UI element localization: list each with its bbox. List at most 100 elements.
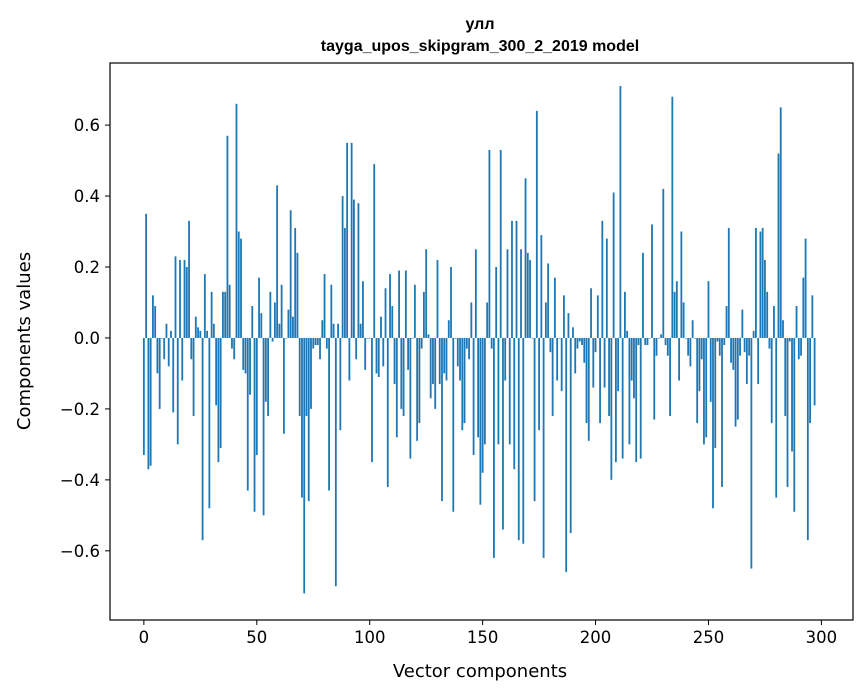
bar-260 [730,337,732,363]
x-tick-label: 0 [139,628,150,647]
bar-287 [791,337,793,452]
bar-14 [174,256,177,338]
bar-282 [779,107,782,338]
bar-59 [276,185,279,338]
bar-120 [413,284,416,338]
bar-241 [687,337,690,356]
bar-213 [624,291,626,338]
bar-68 [296,252,299,338]
bar-273 [759,231,762,338]
bar-24 [197,327,199,338]
y-tick-label: 0.2 [74,258,100,277]
bar-192 [576,337,579,349]
bar-43 [240,238,242,338]
bar-62 [282,337,285,434]
bar-102 [373,164,376,338]
bar-291 [800,337,802,356]
bar-158 [499,149,502,338]
x-tick-label: 150 [467,628,499,647]
bar-268 [748,337,751,356]
bar-138 [454,337,457,339]
bar-186 [563,295,565,338]
bar-106 [382,337,385,367]
bar-114 [400,337,403,409]
bar-247 [700,337,703,360]
bar-264 [739,337,741,356]
bars-group [142,86,816,594]
bar-105 [380,316,382,338]
bar-256 [721,337,723,487]
bar-207 [610,337,613,480]
bar-234 [671,96,674,338]
bar-11 [167,337,170,367]
bar-161 [506,249,509,338]
bar-97 [362,281,364,338]
bar-244 [694,337,696,339]
bar-274 [761,227,764,338]
bar-252 [712,337,714,509]
bar-149 [479,337,482,505]
x-tick-label: 50 [246,628,267,647]
bar-26 [201,337,204,541]
bar-175 [538,337,540,431]
bar-209 [614,337,617,463]
bar-245 [696,337,699,424]
bar-6 [156,337,159,374]
bar-188 [567,313,570,338]
bar-222 [644,337,647,346]
bar-218 [635,337,638,463]
bar-259 [727,227,730,338]
bar-53 [262,337,265,516]
bar-142 [463,337,466,424]
bar-236 [675,281,678,338]
bar-28 [206,330,209,338]
bar-216 [630,337,633,381]
bar-191 [574,337,577,374]
bar-275 [764,259,766,338]
bar-295 [809,337,811,424]
bar-131 [438,337,441,385]
bar-99 [366,337,369,339]
bar-124 [423,291,425,338]
bar-10 [165,323,168,338]
bar-132 [441,337,443,502]
bar-117 [407,337,410,370]
bar-101 [371,337,373,463]
bar-54 [264,337,267,402]
bar-29 [208,337,211,509]
bar-46 [246,337,249,491]
x-axis-ticks: 0 50 100 150 200 250 300 [139,620,837,647]
bar-238 [680,231,683,338]
bar-32 [215,337,218,406]
bar-45 [244,337,247,374]
bar-221 [642,252,644,338]
bar-36 [224,291,227,338]
bar-157 [497,337,500,445]
bar-80 [323,274,326,338]
bar-183 [556,337,559,381]
bar-184 [558,337,561,339]
bar-51 [258,277,260,338]
chart-subtitle: tayga_upos_skipgram_300_2_2019 model [321,38,639,55]
bar-201 [596,295,599,338]
bar-279 [773,306,775,338]
bar-237 [678,337,681,381]
bar-16 [179,259,181,338]
bar-167 [520,249,522,338]
bar-194 [581,337,583,346]
y-tick-label: −0.4 [60,471,100,490]
bar-200 [594,337,597,353]
bar-239 [682,302,685,338]
bar-133 [443,337,446,374]
bar-280 [775,337,778,498]
bar-44 [242,337,245,370]
bar-294 [806,337,809,541]
bar-64 [287,309,290,338]
bar-139 [456,337,459,367]
bar-12 [170,330,172,338]
bar-123 [420,337,423,349]
bar-58 [273,302,276,338]
bar-130 [436,259,439,338]
bar-181 [551,337,554,416]
bar-283 [782,320,784,338]
